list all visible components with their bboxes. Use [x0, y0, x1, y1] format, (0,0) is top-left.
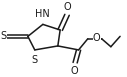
Text: O: O	[70, 66, 78, 76]
Text: S: S	[32, 55, 38, 65]
Text: HN: HN	[35, 9, 50, 19]
Text: O: O	[63, 2, 71, 12]
Text: S: S	[1, 31, 7, 41]
Text: O: O	[93, 33, 101, 43]
